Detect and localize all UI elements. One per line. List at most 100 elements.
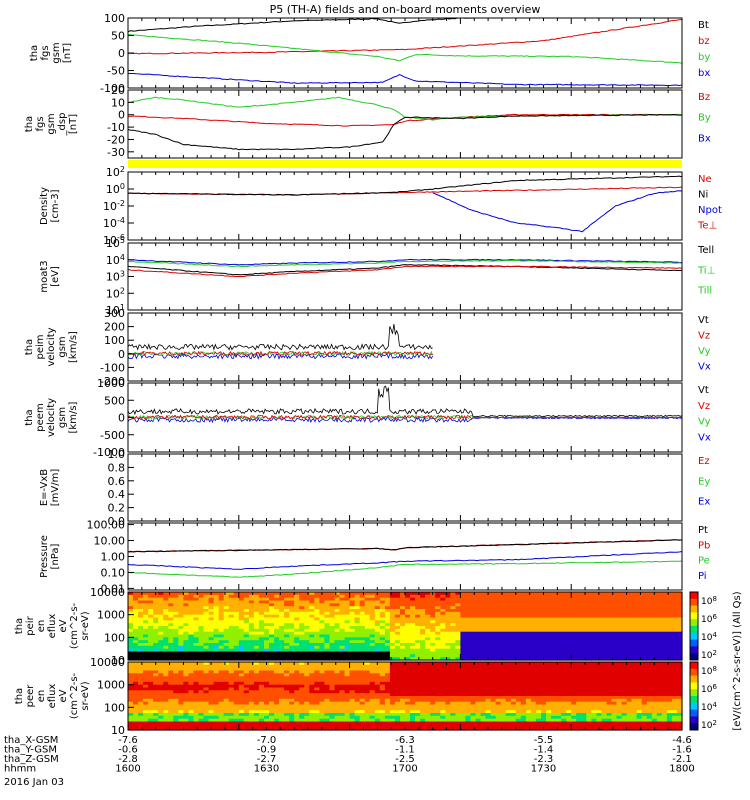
spectrogram-cell — [515, 637, 522, 641]
spectrogram-cell — [364, 648, 371, 653]
y-tick-label: 0 — [118, 109, 125, 122]
spectrogram-cell — [168, 664, 174, 669]
spectrogram-cell — [510, 597, 517, 602]
spectrogram-cell — [354, 667, 361, 672]
spectrogram-cell — [178, 662, 184, 666]
spectrogram-cell — [349, 724, 356, 728]
spectrogram-cell — [546, 606, 552, 610]
spectrogram-cell — [359, 620, 366, 624]
spectrogram-cell — [299, 594, 305, 599]
spectrogram-cell — [158, 597, 164, 602]
spectrogram-cell — [228, 673, 235, 677]
spectrogram-cell — [213, 727, 220, 731]
spectrogram-cell — [641, 614, 648, 619]
spectrogram-cell — [621, 637, 628, 641]
spectrogram-cell — [294, 594, 300, 599]
spectrogram-cell — [510, 609, 517, 613]
spectrogram-cell — [379, 640, 386, 644]
spectrogram-cell — [294, 715, 300, 720]
spectrogram-cell — [178, 611, 184, 616]
spectrogram-cell — [138, 651, 144, 655]
spectrogram-cell — [420, 651, 426, 655]
spectrogram-cell — [309, 651, 315, 655]
spectrogram-cell — [324, 631, 330, 636]
spectrogram-cell — [269, 640, 275, 644]
spectrogram-cell — [284, 693, 290, 697]
spectrogram-cell — [410, 667, 416, 672]
spectrogram-cell — [354, 648, 361, 653]
spectrogram-cell — [274, 606, 280, 610]
y-tick-label: 1.00 — [101, 551, 126, 564]
spectrogram-cell — [138, 662, 144, 666]
spectrogram-cell — [435, 648, 441, 653]
spectrogram-cell — [289, 667, 295, 672]
spectrogram-cell — [188, 620, 194, 624]
y-tick-label: 100 — [104, 334, 125, 347]
spectrogram-cell — [677, 603, 683, 607]
spectrogram-cell — [329, 687, 336, 691]
spectrogram-cell — [405, 690, 411, 694]
spectrogram-cell — [520, 600, 527, 604]
spectrogram-cell — [415, 623, 421, 627]
spectrogram-cell — [304, 679, 310, 683]
spectrogram-cell — [309, 684, 315, 689]
spectrogram-cell — [233, 715, 240, 720]
spectrogram-cell — [218, 606, 225, 610]
spectrogram-cell — [621, 594, 628, 599]
spectrogram-cell — [168, 681, 174, 686]
spectrogram-cell — [405, 698, 411, 703]
spectrogram-cell — [475, 617, 482, 621]
spectrogram-cell — [284, 721, 290, 725]
spectrogram-cell — [238, 594, 245, 599]
spectrogram-cell — [128, 600, 134, 604]
spectrogram-cell — [319, 651, 325, 655]
spectrogram-cell — [656, 606, 663, 610]
spectrogram-cell — [274, 620, 280, 624]
spectrogram-cell — [344, 713, 351, 717]
spectrogram-cell — [128, 614, 134, 619]
spectrogram-cell — [415, 592, 421, 596]
spectrogram-cell — [505, 617, 512, 621]
spectrogram-cell — [228, 707, 235, 711]
spectrogram-cell — [646, 623, 653, 627]
spectrogram-cell — [354, 681, 361, 686]
spectrogram-cell — [178, 687, 184, 691]
spectrogram-cell — [400, 657, 406, 661]
spectrogram-cell — [264, 620, 270, 624]
spectrogram-cell — [435, 620, 441, 624]
spectrogram-cell — [193, 592, 200, 596]
spectrogram-cell — [218, 673, 225, 677]
spectrogram-cell — [329, 637, 336, 641]
spectrogram-cell — [415, 707, 421, 711]
spectrogram-cell — [294, 637, 300, 641]
spectrogram-cell — [284, 597, 290, 602]
spectrogram-cell — [410, 718, 416, 723]
y-axis-label-line: [eV] — [50, 266, 61, 287]
spectrogram-cell — [253, 667, 260, 672]
y-tick-label: 0.8 — [108, 461, 126, 474]
spectrogram-cell — [128, 724, 134, 728]
spectrogram-cell — [324, 718, 330, 723]
spectrogram-cell — [128, 592, 134, 596]
spectrogram-cell — [304, 715, 310, 720]
spectrogram-cell — [389, 611, 396, 616]
spectrogram-cell — [183, 696, 189, 700]
spectrogram-cell — [143, 721, 149, 725]
spectrogram-cell — [258, 609, 265, 613]
spectrogram-cell — [294, 631, 300, 636]
spectrogram-cell — [546, 617, 552, 621]
spectrogram-cell — [621, 628, 628, 633]
spectrogram-cell — [384, 667, 391, 672]
spectrogram-cell — [238, 696, 245, 700]
spectrogram-cell — [435, 634, 441, 638]
spectrogram-cell — [349, 626, 356, 630]
spectrogram-cell — [546, 592, 552, 596]
spectrogram-cell — [304, 648, 310, 653]
spectrogram-cell — [410, 626, 416, 630]
spectrogram-cell — [420, 654, 426, 658]
spectrogram-cell — [289, 645, 295, 650]
spectrogram-cell — [284, 713, 290, 717]
spectrogram-cell — [520, 594, 527, 599]
spectrogram-cell — [304, 713, 310, 717]
spectrogram-cell — [636, 645, 643, 650]
